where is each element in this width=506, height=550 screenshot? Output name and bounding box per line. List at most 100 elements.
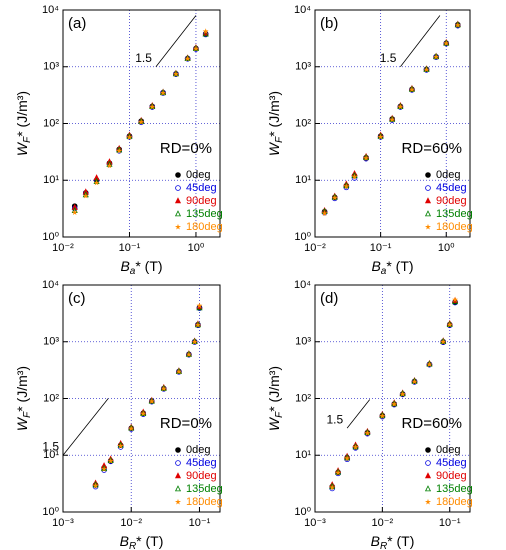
data-point [454,22,461,28]
data-point [351,173,358,180]
y-axis-label: WF* (J/m³) [266,91,285,156]
panel-label: (b) [320,15,338,32]
data-point [397,103,404,110]
x-tick-label: 10⁰ [188,242,205,254]
legend-marker [424,485,432,492]
legend-label: 45deg [436,182,467,194]
data-point [160,89,166,96]
y-tick-label: 10² [43,117,59,129]
reference-line [400,15,441,67]
y-tick-label: 10³ [43,336,59,348]
legend-label: 135deg [186,483,223,495]
y-label-main: W [266,141,282,156]
legend-marker [175,223,181,230]
data-point [379,413,386,419]
x-tick-label: 10⁻³ [304,517,326,529]
legend-marker [425,185,431,191]
legend-label: 45deg [186,182,217,194]
x-tick-label: 10⁻² [52,242,74,254]
reference-label: 1.5 [135,51,152,65]
x-label-rest: * (T) [136,533,163,549]
legend-label: 180deg [186,496,223,508]
x-label-rest: * (T) [386,258,413,274]
data-point [202,28,209,34]
data-point [426,361,433,367]
x-tick-label: 10⁻³ [52,517,74,529]
data-point [344,455,351,461]
y-label-sub: F [22,411,33,418]
x-axis-label: Ba* (T) [120,258,162,277]
y-label-main: W [266,416,282,431]
plot-frame [314,9,471,238]
legend-marker [175,460,181,466]
legend-marker [424,210,432,217]
reference-line [155,15,197,67]
reference-label: 1.5 [42,439,59,453]
legend-marker [174,472,182,479]
panel: 10⁻³ 10⁻² 10⁻¹ 10⁰ 10¹ 10² 10³ 10⁴ BR* (T) WF* (J… [266,279,473,550]
x-label-rest: * (T) [387,533,414,549]
data-point [140,410,147,417]
y-tick-label: 10³ [295,336,311,348]
y-tick-label: 10¹ [295,174,311,186]
x-axis-label: BR* (T) [371,533,415,550]
y-tick-label: 10⁰ [42,231,59,243]
plot-frame [62,284,221,513]
legend-label: 45deg [186,457,217,469]
legend-label: 180deg [186,221,223,233]
y-tick-label: 10⁴ [294,279,311,291]
data-point [195,321,201,328]
y-tick-label: 10⁰ [42,506,59,518]
panel-label: (a) [68,15,86,32]
x-label-rest: * (T) [135,258,162,274]
annotation: RD=60% [402,415,462,432]
data-point [117,443,124,449]
data-point [377,133,384,140]
legend-marker [425,223,431,230]
legend-marker [424,197,432,204]
y-tick-label: 10³ [43,61,59,73]
data-point [184,55,191,62]
legend-label: 90deg [186,195,217,207]
data-point [126,134,133,140]
legend-label: 90deg [436,195,467,207]
data-point [331,193,338,200]
x-label-main: B [120,258,129,274]
legend-marker [174,210,182,217]
legend-label: 135deg [436,483,473,495]
x-label-sub: R [380,541,387,550]
x-tick-label: 10⁰ [438,242,455,254]
data-point [363,153,370,160]
legend-marker [175,185,181,191]
data-point [423,66,430,73]
y-tick-label: 10² [43,392,59,404]
panel: 10⁻² 10⁻¹ 10⁰ 10⁰ 10¹ 10² 10³ 10⁴ Ba* (T) WF* (J/… [266,4,473,277]
legend-marker [425,460,431,466]
data-point [391,401,398,407]
panel: 10⁻² 10⁻¹ 10⁰ 10⁰ 10¹ 10² 10³ 10⁴ Ba* (T) WF* (J/… [14,4,223,277]
y-axis-label: WF* (J/m³) [14,91,33,156]
data-point [389,116,396,123]
data-point [191,338,198,345]
data-point [335,469,341,476]
panel: 10⁻³ 10⁻² 10⁻¹ 10⁰ 10¹ 10² 10³ 10⁴ BR* (T) WF* (J… [14,279,223,550]
legend-label: 180deg [436,221,473,233]
legend-marker [175,172,181,178]
data-point [101,466,107,472]
legend-label: 90deg [436,470,467,482]
y-tick-label: 10⁰ [294,506,311,518]
data-point [185,351,192,358]
data-point [343,183,350,189]
x-tick-label: 10⁻² [120,517,142,529]
y-label-rest: * (J/m³) [14,366,30,412]
data-point [116,147,123,154]
x-label-main: B [371,533,380,549]
y-tick-label: 10¹ [295,449,311,461]
data-point [363,155,369,161]
data-point [344,454,351,461]
data-point [107,457,114,464]
data-point [433,53,440,60]
y-axis-label: WF* (J/m³) [14,366,33,431]
data-point [148,398,155,404]
